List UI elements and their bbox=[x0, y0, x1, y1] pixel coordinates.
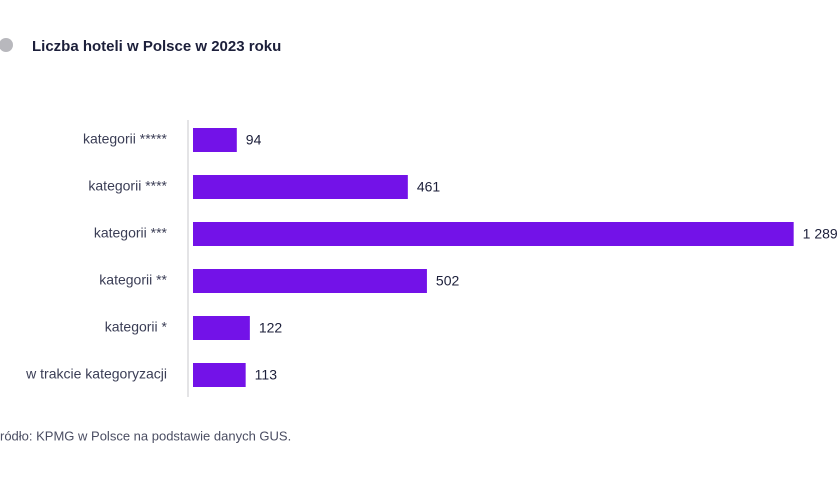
category-label: kategorii *** bbox=[94, 225, 168, 241]
value-label: 122 bbox=[259, 320, 283, 336]
category-label: kategorii ***** bbox=[83, 131, 168, 147]
value-label: 502 bbox=[436, 273, 460, 289]
category-label: kategorii ** bbox=[99, 272, 167, 288]
bar bbox=[193, 222, 794, 246]
value-label: 1 289 bbox=[803, 226, 838, 242]
value-label: 461 bbox=[417, 179, 441, 195]
category-label: kategorii **** bbox=[88, 178, 167, 194]
category-label: w trakcie kategoryzacji bbox=[25, 366, 167, 382]
bar bbox=[193, 128, 237, 152]
bar bbox=[193, 175, 408, 199]
value-label: 94 bbox=[246, 132, 262, 148]
source-note: ródło: KPMG w Polsce na podstawie danych… bbox=[0, 428, 291, 443]
bar bbox=[193, 363, 246, 387]
chart-title: Liczba hoteli w Polsce w 2023 roku bbox=[32, 38, 281, 55]
bar bbox=[193, 269, 427, 293]
value-label: 113 bbox=[255, 367, 278, 383]
title-icon bbox=[0, 38, 13, 52]
bar bbox=[193, 316, 250, 340]
category-label: kategorii * bbox=[105, 319, 168, 335]
